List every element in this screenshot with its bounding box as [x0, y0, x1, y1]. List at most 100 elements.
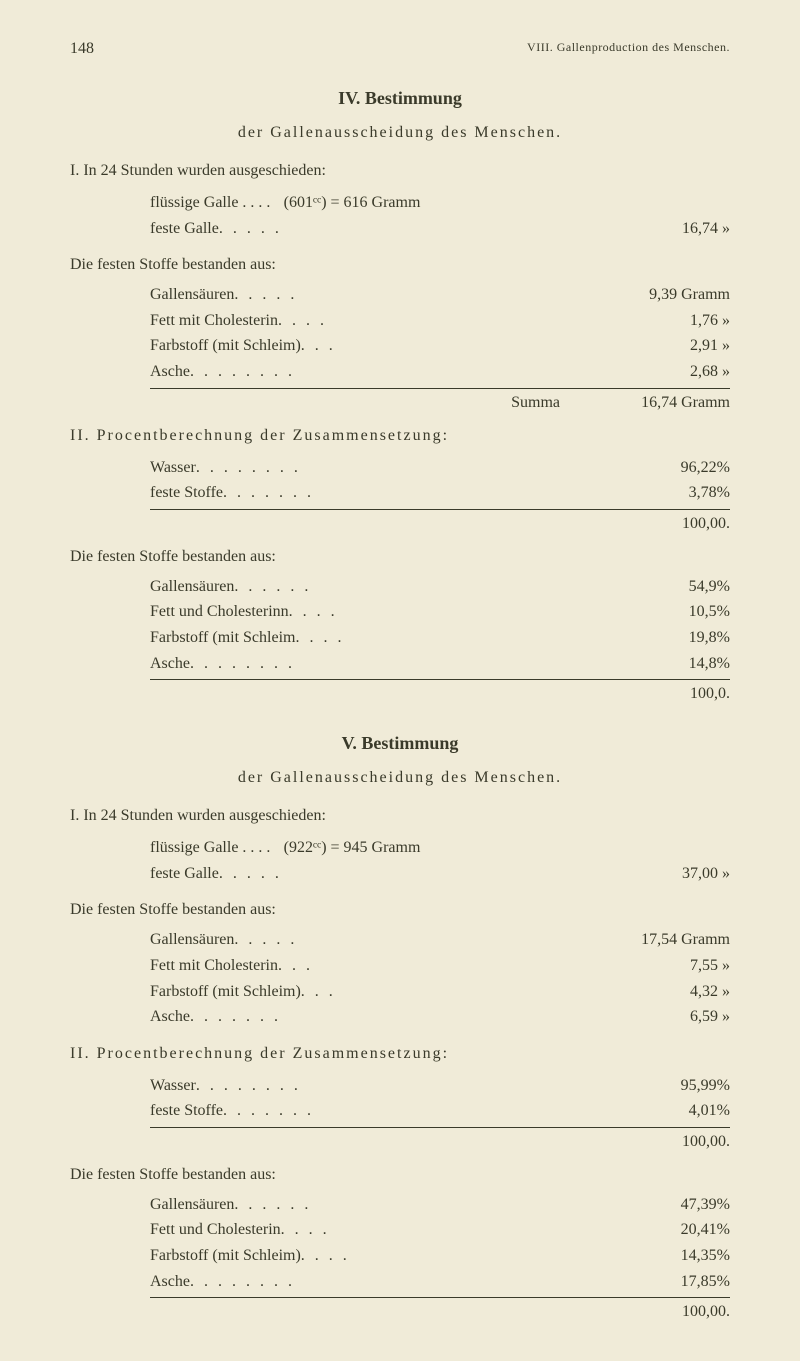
- label: Farbstoff (mit Schleim): [150, 979, 301, 1005]
- total-row: 100,00.: [150, 1297, 730, 1321]
- dots: . . . . . . .: [190, 1004, 580, 1030]
- page-number: 148: [70, 40, 94, 58]
- data-row: feste Galle . . . . . 16,74 »: [150, 216, 730, 242]
- label: Asche: [150, 651, 190, 677]
- value: 2,68 »: [580, 359, 730, 385]
- text: I. In 24 Stunden wurden ausgeschieden:: [70, 162, 326, 179]
- section-iv-subtitle: der Gallenausscheidung des Menschen.: [70, 124, 730, 142]
- data-row: Fett und Cholesterinn . . . . 10,5%: [150, 599, 730, 625]
- label: flüssige Galle . . . .: [150, 835, 270, 861]
- value: 7,55 »: [580, 953, 730, 979]
- summa-value: 16,74 Gramm: [580, 394, 730, 412]
- label: Fett und Cholesterin: [150, 1217, 281, 1243]
- dots: . . . . . .: [234, 574, 580, 600]
- dots: . . . . .: [234, 927, 580, 953]
- value: 14,8%: [580, 651, 730, 677]
- dots: . . . . .: [234, 282, 580, 308]
- data-row: Asche . . . . . . . . 2,68 »: [150, 359, 730, 385]
- summa-label: Summa: [150, 394, 580, 412]
- value: 10,5%: [580, 599, 730, 625]
- solids2-heading: Die festen Stoffe bestanden aus:: [70, 548, 730, 566]
- summa-row: Summa 16,74 Gramm: [150, 388, 730, 412]
- data-row: feste Stoffe . . . . . . . 3,78%: [150, 480, 730, 506]
- label: Gallensäuren: [150, 1192, 234, 1218]
- dots: . . . . . .: [234, 1192, 580, 1218]
- value: 96,22%: [580, 455, 730, 481]
- total-value: 100,00.: [630, 515, 730, 533]
- v-part-ii-intro: II. Procentberechnung der Zusammensetzun…: [70, 1045, 730, 1063]
- label: Fett mit Cholesterin: [150, 308, 278, 334]
- solids-heading: Die festen Stoffe bestanden aus:: [70, 256, 730, 274]
- value: 1,76 »: [580, 308, 730, 334]
- data-row: Farbstoff (mit Schleim . . . . 19,8%: [150, 625, 730, 651]
- data-row: Farbstoff (mit Schleim) . . . 2,91 »: [150, 333, 730, 359]
- text: II. Procentberechnung der Zusammensetzun…: [70, 1045, 449, 1062]
- value: 4,32 »: [580, 979, 730, 1005]
- data-row: flüssige Galle . . . . (922ᶜᶜ) = 945 Gra…: [150, 835, 730, 861]
- data-row: feste Stoffe . . . . . . . 4,01%: [150, 1098, 730, 1124]
- data-row: Fett mit Cholesterin . . . . 1,76 »: [150, 308, 730, 334]
- dots: . . . . . . . .: [196, 455, 580, 481]
- total-value: 100,0.: [630, 685, 730, 703]
- value: 6,59 »: [580, 1004, 730, 1030]
- label: Fett und Cholesterinn: [150, 599, 289, 625]
- data-row: feste Galle . . . . . 37,00 »: [150, 861, 730, 887]
- data-row: Wasser . . . . . . . . 95,99%: [150, 1073, 730, 1099]
- total-row: 100,00.: [150, 509, 730, 533]
- value: (601ᶜᶜ) = 616 Gramm: [270, 190, 420, 216]
- data-row: Asche . . . . . . . . 14,8%: [150, 651, 730, 677]
- value: 54,9%: [580, 574, 730, 600]
- v-solids-heading: Die festen Stoffe bestanden aus:: [70, 901, 730, 919]
- dots: . . . . . . .: [223, 1098, 580, 1124]
- value: 19,8%: [580, 625, 730, 651]
- value: 20,41%: [580, 1217, 730, 1243]
- dots: . . . . . . . .: [196, 1073, 580, 1099]
- label: Asche: [150, 1269, 190, 1295]
- total-row: 100,00.: [150, 1127, 730, 1151]
- v-solids2-heading: Die festen Stoffe bestanden aus:: [70, 1166, 730, 1184]
- label: Farbstoff (mit Schleim): [150, 333, 301, 359]
- label: Asche: [150, 359, 190, 385]
- dots: . . .: [301, 333, 580, 359]
- section-v-subtitle: der Gallenausscheidung des Menschen.: [70, 769, 730, 787]
- v-part-i-intro: I. In 24 Stunden wurden ausgeschieden:: [70, 807, 730, 825]
- value: 47,39%: [580, 1192, 730, 1218]
- dots: . . . . .: [219, 861, 580, 887]
- dots: . . . .: [281, 1217, 580, 1243]
- value: 95,99%: [580, 1073, 730, 1099]
- dots: . . . . .: [219, 216, 580, 242]
- data-row: Fett mit Cholesterin . . . 7,55 »: [150, 953, 730, 979]
- label: flüssige Galle . . . .: [150, 190, 270, 216]
- section-iv-title: IV. Bestimmung: [70, 88, 730, 109]
- data-row: Asche . . . . . . . . 17,85%: [150, 1269, 730, 1295]
- value: (922ᶜᶜ) = 945 Gramm: [270, 835, 420, 861]
- dots: . . . . . . .: [223, 480, 580, 506]
- data-row: flüssige Galle . . . . (601ᶜᶜ) = 616 Gra…: [150, 190, 730, 216]
- label: Gallensäuren: [150, 927, 234, 953]
- label: feste Stoffe: [150, 480, 223, 506]
- label: Gallensäuren: [150, 574, 234, 600]
- text: I. In 24 Stunden wurden ausgeschieden:: [70, 807, 326, 824]
- iv-part-ii-intro: II. Procentberechnung der Zusammensetzun…: [70, 427, 730, 445]
- label: Fett mit Cholesterin: [150, 953, 278, 979]
- data-row: Farbstoff (mit Schleim) . . . 4,32 »: [150, 979, 730, 1005]
- total-row: 100,0.: [150, 679, 730, 703]
- total-value: 100,00.: [630, 1303, 730, 1321]
- value: 16,74 »: [580, 216, 730, 242]
- label: Asche: [150, 1004, 190, 1030]
- label: Farbstoff (mit Schleim: [150, 625, 295, 651]
- value: 17,85%: [580, 1269, 730, 1295]
- dots: . . .: [278, 953, 580, 979]
- data-row: Fett und Cholesterin . . . . 20,41%: [150, 1217, 730, 1243]
- label: Wasser: [150, 455, 196, 481]
- label: feste Galle: [150, 216, 219, 242]
- label: Gallensäuren: [150, 282, 234, 308]
- section-v-title: V. Bestimmung: [70, 733, 730, 754]
- dots: . . . . . . . .: [190, 359, 580, 385]
- label: feste Stoffe: [150, 1098, 223, 1124]
- data-row: Gallensäuren . . . . . . 54,9%: [150, 574, 730, 600]
- value: 9,39 Gramm: [580, 282, 730, 308]
- data-row: Gallensäuren . . . . . . 47,39%: [150, 1192, 730, 1218]
- dots: . . . .: [278, 308, 580, 334]
- dots: . . .: [301, 979, 580, 1005]
